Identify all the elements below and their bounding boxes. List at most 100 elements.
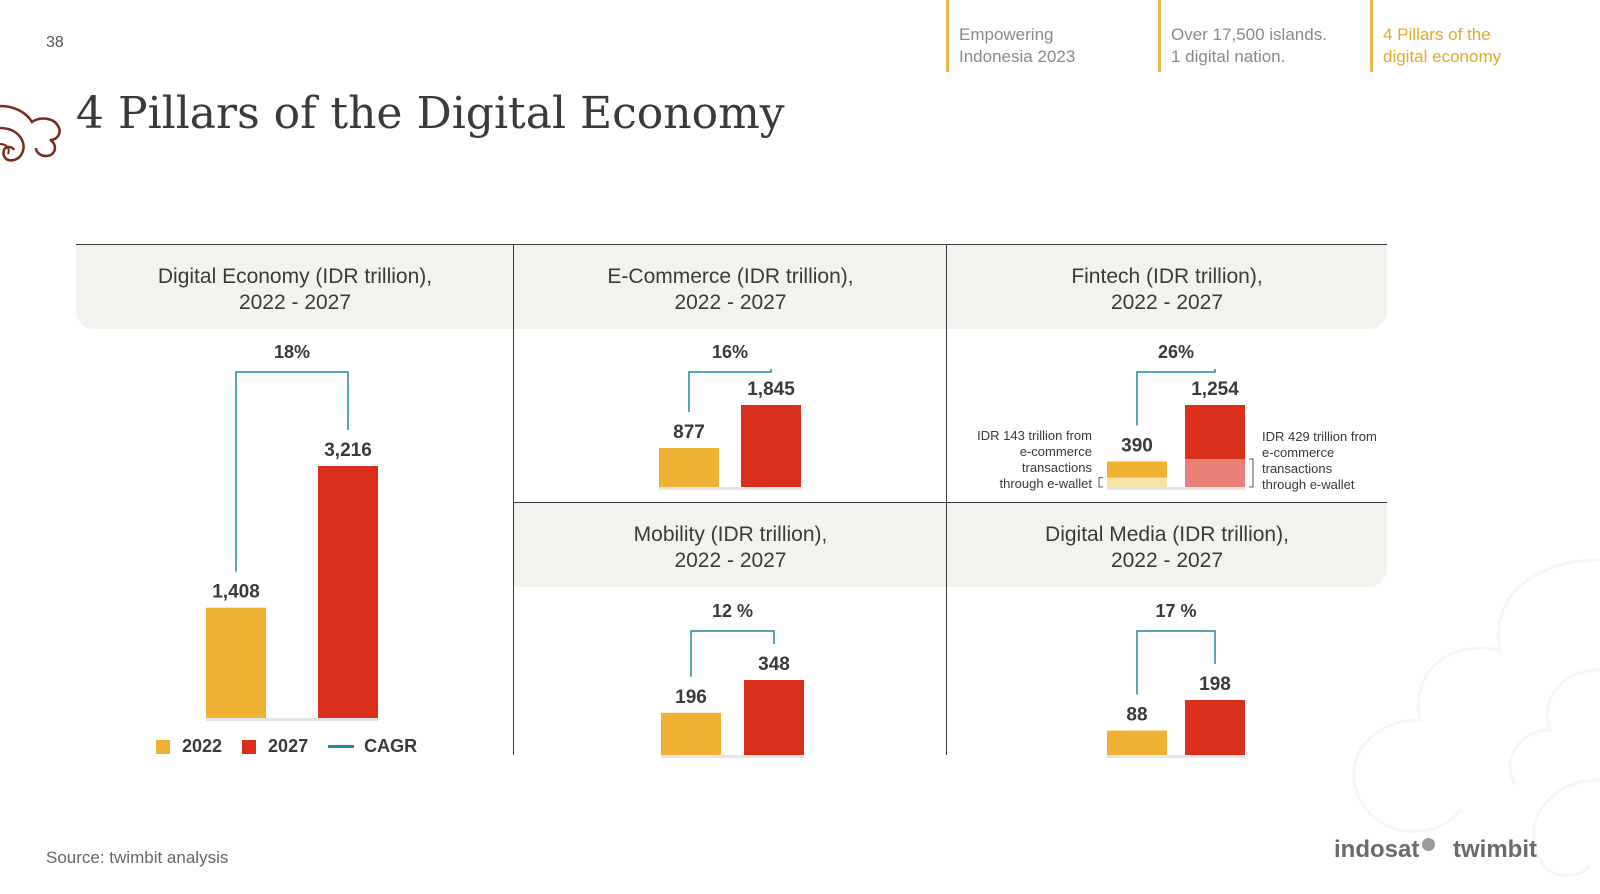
panel-header-digital-economy [76, 245, 514, 329]
panel-header-ecommerce [514, 245, 947, 329]
bar-2022 [659, 448, 719, 487]
nav-tab-islands[interactable]: Over 17,500 islands. 1 digital nation. [1158, 0, 1363, 72]
bar-value-label-2022: 1,408 [212, 582, 260, 603]
bar-value-label-2027: 1,845 [747, 379, 795, 400]
annotation-line: transactions [1021, 460, 1092, 475]
bar-baseline-shadow [659, 487, 801, 490]
chart-title: Digital Economy (IDR trillion), [157, 265, 433, 288]
bar-baseline-shadow [1107, 487, 1245, 490]
legend-swatch-2022 [156, 739, 170, 754]
cagr-label: 12 % [712, 601, 753, 621]
annotation-line: through e-wallet [1262, 477, 1355, 492]
source-note: Source: twimbit analysis [46, 848, 229, 867]
twimbit-logo: twimbit [1453, 836, 1537, 863]
bar-2022 [661, 712, 721, 755]
cagr-label: 16% [712, 342, 748, 362]
chart-title: Digital Media (IDR trillion), [1045, 523, 1289, 546]
background-cloud-watermark-icon [1352, 558, 1600, 878]
annotation-line: through e-wallet [999, 476, 1093, 491]
nav-tab-line: Over 17,500 islands. [1171, 25, 1327, 44]
cagr-label: 26% [1158, 342, 1194, 362]
bar-baseline-shadow [206, 718, 378, 721]
ewallet-bracket-2022 [1098, 477, 1103, 488]
fintech-annotation-2027: IDR 429 trillion from e-commerce transac… [1262, 429, 1397, 493]
bar-value-label-2027: 1,254 [1191, 379, 1239, 400]
bar-value-label-2027: 198 [1199, 674, 1231, 695]
bar-baseline-shadow [1107, 755, 1245, 758]
legend-item-cagr: CAGR [328, 736, 417, 757]
annotation-line: IDR 143 trillion from [977, 428, 1092, 443]
page-title: 4 Pillars of the Digital Economy [76, 88, 785, 139]
indosat-logo-mark-icon [1422, 838, 1436, 851]
cagr-bracket-line [1136, 369, 1216, 426]
bar-value-label-2027: 348 [758, 654, 790, 675]
chart-subtitle: 2022 - 2027 [1110, 549, 1224, 572]
legend-label-2027: 2027 [268, 736, 309, 756]
bar-ewallet-segment-2022 [1107, 477, 1167, 487]
chart-digital-media: 88 198 17 % [1107, 601, 1245, 758]
indosat-logo: indosat [1334, 836, 1436, 864]
page-number: 38 [46, 34, 64, 51]
nav-tab-line: Indonesia 2023 [959, 47, 1076, 66]
nav-tab-empowering-indonesia[interactable]: Empowering Indonesia 2023 [946, 0, 1151, 72]
cagr-bracket-line [690, 630, 775, 677]
legend-item-2027: 2027 [242, 736, 308, 757]
legend-label-2022: 2022 [182, 736, 223, 756]
chart-subtitle: 2022 - 2027 [674, 291, 787, 314]
chart-mobility: 196 348 12 % [661, 601, 804, 758]
bar-baseline-shadow [661, 755, 804, 758]
nav-tab-line: 1 digital nation. [1171, 47, 1286, 66]
chart-title: E-Commerce (IDR trillion), [607, 265, 854, 288]
panel-header-mobility [514, 503, 947, 587]
nav-tab-line: 4 Pillars of the [1383, 25, 1491, 44]
chart-title: Mobility (IDR trillion), [633, 523, 828, 546]
cagr-label: 17 % [1155, 601, 1196, 621]
cagr-bracket-line [235, 371, 349, 572]
bar-2022 [1107, 730, 1167, 755]
annotation-line: e-commerce [1262, 445, 1335, 460]
chart-digital-economy: 1,408 3,216 18% [206, 342, 378, 721]
chart-subtitle: 2022 - 2027 [674, 549, 787, 572]
chart-fintech: 390 1,254 26% [1098, 342, 1254, 490]
legend-swatch-2027 [242, 739, 257, 754]
nav-tab-line: Empowering [959, 25, 1054, 44]
bar-value-label-2022: 88 [1126, 705, 1147, 726]
chart-title-fintech: Fintech (IDR trillion), 2022 - 2027 [947, 264, 1387, 316]
bar-2027 [741, 405, 801, 487]
bar-value-label-2027: 3,216 [324, 440, 372, 461]
vertical-divider-left [513, 244, 514, 755]
annotation-line: transactions [1262, 461, 1333, 476]
top-divider-line [76, 244, 1387, 245]
panel-header-fintech [947, 245, 1387, 329]
legend-label-cagr: CAGR [364, 736, 418, 756]
bar-ewallet-segment-2027 [1185, 458, 1245, 487]
chart-title-mobility: Mobility (IDR trillion), 2022 - 2027 [514, 522, 947, 574]
bar-value-label-2022: 877 [673, 422, 705, 443]
legend-swatch-cagr [328, 745, 355, 748]
cloud-motif-icon [0, 104, 61, 162]
chart-title-digital-economy: Digital Economy (IDR trillion), 2022 - 2… [76, 264, 514, 316]
cagr-bracket-line [1136, 630, 1216, 695]
horizontal-divider-middle [513, 502, 1387, 503]
bar-2027 [318, 466, 378, 718]
chart-ecommerce: 877 1,845 16% [659, 342, 801, 490]
bar-2027 [744, 680, 804, 755]
legend-item-2022: 2022 [156, 736, 222, 757]
panel-header-digital-media [947, 503, 1387, 587]
bar-2022 [206, 607, 266, 718]
bar-value-label-2022: 196 [675, 687, 707, 708]
chart-legend: 2022 2027 CAGR [156, 736, 437, 757]
chart-title-digital-media: Digital Media (IDR trillion), 2022 - 202… [947, 522, 1387, 574]
cagr-bracket-line [688, 369, 772, 413]
bar-value-label-2022: 390 [1121, 435, 1153, 456]
ewallet-bracket-2027 [1249, 458, 1254, 488]
chart-subtitle: 2022 - 2027 [238, 291, 352, 314]
vertical-divider-right [946, 244, 947, 755]
fintech-annotation-2022: IDR 143 trillion from e-commerce transac… [950, 428, 1092, 492]
indosat-logo-text: indosat [1334, 836, 1420, 863]
bar-2027 [1185, 700, 1245, 755]
nav-tab-four-pillars[interactable]: 4 Pillars of the digital economy [1370, 0, 1570, 72]
annotation-line: e-commerce [1019, 444, 1092, 459]
chart-title-ecommerce: E-Commerce (IDR trillion), 2022 - 2027 [514, 264, 947, 316]
annotation-line: IDR 429 trillion from [1262, 429, 1377, 444]
